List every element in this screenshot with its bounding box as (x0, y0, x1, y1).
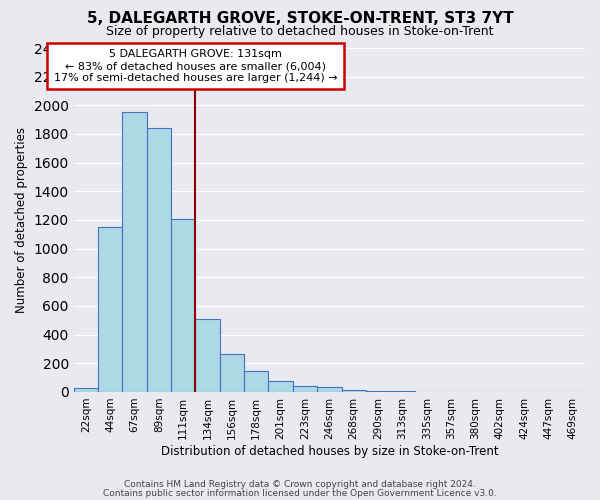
Bar (268, 381, 293, 392)
Bar (366, 391, 390, 392)
Bar (98, 227, 122, 392)
Bar (122, 112, 147, 392)
X-axis label: Distribution of detached houses by size in Stoke-on-Trent: Distribution of detached houses by size … (161, 444, 498, 458)
Bar (341, 390, 366, 392)
Text: Contains HM Land Registry data © Crown copyright and database right 2024.: Contains HM Land Registry data © Crown c… (124, 480, 476, 489)
Bar (74, 388, 98, 392)
Y-axis label: Number of detached properties: Number of detached properties (15, 127, 28, 313)
Bar (244, 370, 268, 392)
Text: Contains public sector information licensed under the Open Government Licence v3: Contains public sector information licen… (103, 488, 497, 498)
Text: Size of property relative to detached houses in Stoke-on-Trent: Size of property relative to detached ho… (106, 25, 494, 38)
Text: 5, DALEGARTH GROVE, STOKE-ON-TRENT, ST3 7YT: 5, DALEGARTH GROVE, STOKE-ON-TRENT, ST3 … (86, 11, 514, 26)
Bar (317, 387, 341, 392)
Text: 5 DALEGARTH GROVE: 131sqm
← 83% of detached houses are smaller (6,004)
17% of se: 5 DALEGARTH GROVE: 131sqm ← 83% of detac… (53, 50, 337, 82)
Bar (196, 319, 220, 392)
Bar (147, 128, 171, 392)
Bar (171, 218, 196, 392)
Bar (220, 354, 244, 392)
Bar (293, 386, 317, 392)
